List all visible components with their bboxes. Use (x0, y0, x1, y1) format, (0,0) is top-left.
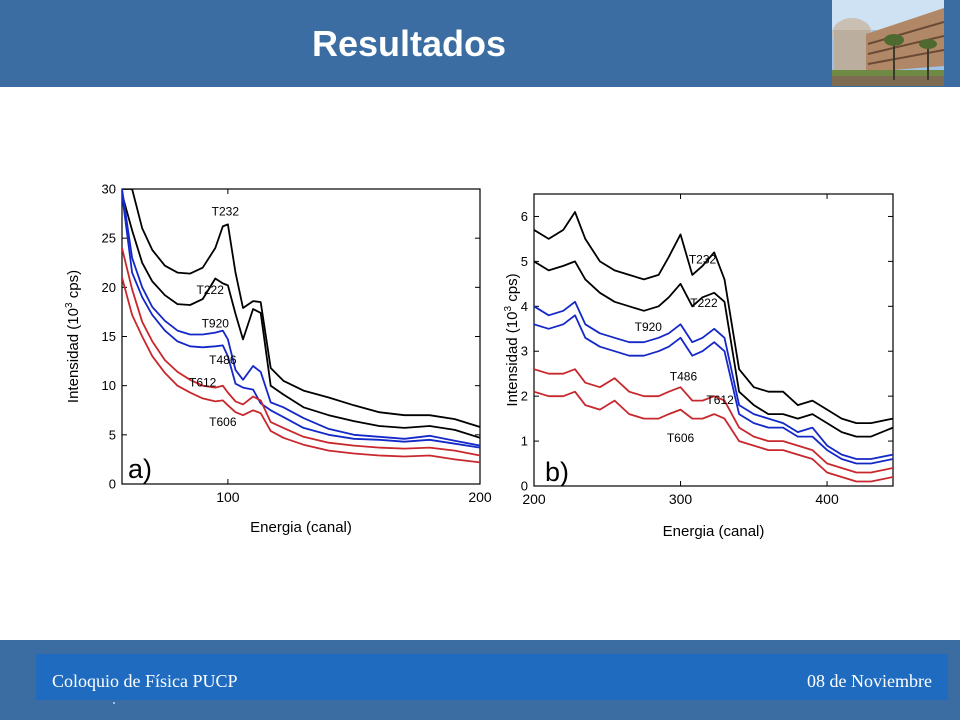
series-line-t232 (122, 189, 480, 428)
panel-label: b) (545, 457, 569, 487)
curve-label: T232 (212, 205, 240, 219)
series-line-t612 (122, 247, 480, 457)
curve-label: T606 (209, 415, 237, 429)
series-line-t606 (122, 277, 480, 464)
footer-dot (113, 702, 115, 704)
footer-event: Coloquio de Física PUCP (52, 671, 238, 691)
curve-label: T920 (202, 317, 230, 331)
series-line-t486 (534, 314, 893, 465)
series-line-t222 (534, 260, 893, 438)
curve-label: T606 (667, 431, 695, 445)
chart-panel-a: 0 5 10 15 20 25 30 100 200 T232 T222 T920 T486 T612 T6… (64, 182, 492, 537)
building-photo-icon (832, 0, 944, 86)
series-line-t606 (534, 390, 893, 483)
x-tick-label: 100 (216, 489, 240, 505)
y-tick-label: 5 (109, 427, 116, 442)
y-tick-label: 15 (102, 329, 116, 344)
y-tick-label: 4 (521, 299, 528, 314)
y-tick-label: 0 (521, 479, 528, 494)
curve-label: T486 (209, 353, 237, 367)
x-axis-label: Energia (canal) (663, 523, 765, 540)
y-tick-label: 6 (521, 209, 528, 224)
curve-label: T232 (689, 253, 717, 267)
x-tick-label: 200 (522, 491, 546, 507)
series-group (534, 211, 893, 483)
series-line-t920 (122, 189, 480, 447)
y-axis-label: Intensidad (103 cps) (64, 270, 82, 403)
x-tick-label: 200 (468, 489, 492, 505)
y-tick-label: 25 (102, 231, 116, 246)
y-tick-label: 20 (102, 280, 116, 295)
series-line-t486 (122, 193, 480, 449)
x-tick-label: 400 (815, 491, 839, 507)
y-tick-label: 10 (102, 378, 116, 393)
y-tick-label: 3 (521, 344, 528, 359)
footer-date: 08 de Noviembre (807, 671, 932, 691)
y-tick-label: 30 (102, 182, 116, 197)
series-line-t612 (534, 368, 893, 474)
x-axis-label: Energia (canal) (250, 519, 352, 536)
y-axis-label: Intensidad (103 cps) (503, 273, 521, 406)
series-line-t920 (534, 300, 893, 460)
curve-label: T612 (189, 376, 217, 390)
slide-title: Resultados (312, 23, 507, 64)
footer-bar (36, 654, 948, 700)
curve-label: T222 (197, 283, 225, 297)
series-line-t232 (534, 211, 893, 425)
slide-header (0, 0, 960, 87)
y-tick-label: 1 (521, 434, 528, 449)
y-tick-label: 0 (109, 477, 116, 492)
y-tick-label: 2 (521, 389, 528, 404)
plot-frame (533, 193, 894, 487)
curve-label: T612 (706, 393, 734, 407)
chart-panel-b: 0 1 2 3 4 5 6 200 300 400 T232 T222 T920 T486 T612 T606… (503, 193, 894, 540)
x-tick-label: 300 (669, 491, 693, 507)
panel-label: a) (128, 454, 152, 484)
curve-label: T486 (670, 369, 698, 383)
curve-label: T920 (635, 320, 663, 334)
series-line-t222 (122, 193, 480, 439)
y-tick-label: 5 (521, 254, 528, 269)
curve-label: T222 (690, 296, 718, 310)
series-group (122, 189, 480, 464)
